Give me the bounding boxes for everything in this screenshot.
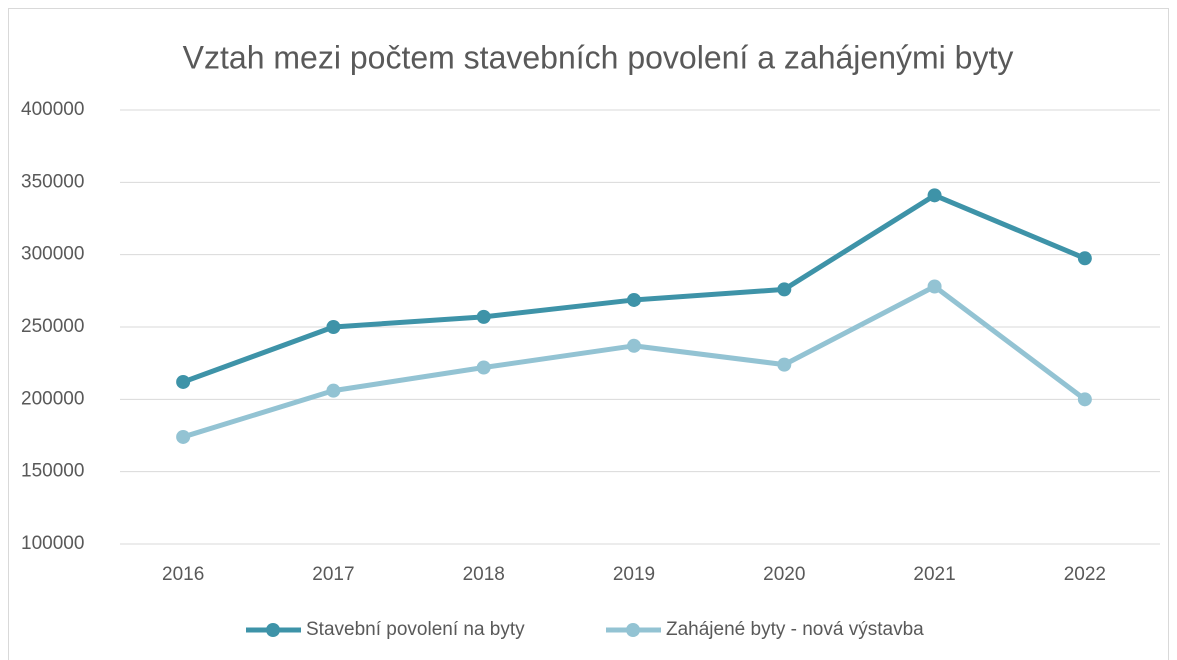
x-tick-label: 2018	[463, 564, 505, 585]
x-tick-label: 2022	[1064, 564, 1106, 585]
y-tick-label: 100000	[21, 533, 84, 554]
x-tick-label: 2019	[613, 564, 655, 585]
data-point	[927, 188, 942, 203]
legend-label: Zahájené byty - nová výstavba	[666, 619, 924, 640]
chart-title: Vztah mezi počtem stavebních povolení a …	[183, 39, 1014, 75]
data-point	[1077, 251, 1092, 266]
data-point	[627, 338, 641, 353]
x-tick-label: 2017	[312, 564, 354, 585]
data-point	[927, 279, 942, 294]
chart-border	[8, 8, 1169, 660]
legend-label: Stavební povolení na byty	[306, 619, 525, 640]
data-point	[476, 360, 491, 375]
data-point	[777, 282, 792, 297]
data-point	[627, 292, 641, 307]
legend-marker	[266, 623, 280, 637]
y-tick-label: 200000	[21, 388, 84, 409]
data-point	[176, 374, 191, 389]
x-tick-label: 2020	[763, 564, 805, 585]
y-tick-label: 300000	[21, 244, 84, 265]
data-point	[476, 309, 491, 324]
data-point	[326, 383, 341, 398]
y-tick-label: 400000	[21, 99, 84, 120]
data-point	[777, 357, 792, 372]
y-tick-label: 350000	[21, 171, 84, 192]
y-tick-label: 250000	[21, 316, 84, 337]
data-point	[326, 320, 341, 334]
x-tick-label: 2021	[913, 564, 955, 585]
data-point	[176, 429, 191, 444]
data-point	[1077, 392, 1092, 407]
x-tick-label: 2016	[162, 564, 204, 585]
y-tick-label: 150000	[21, 461, 84, 482]
legend-marker	[626, 623, 640, 637]
